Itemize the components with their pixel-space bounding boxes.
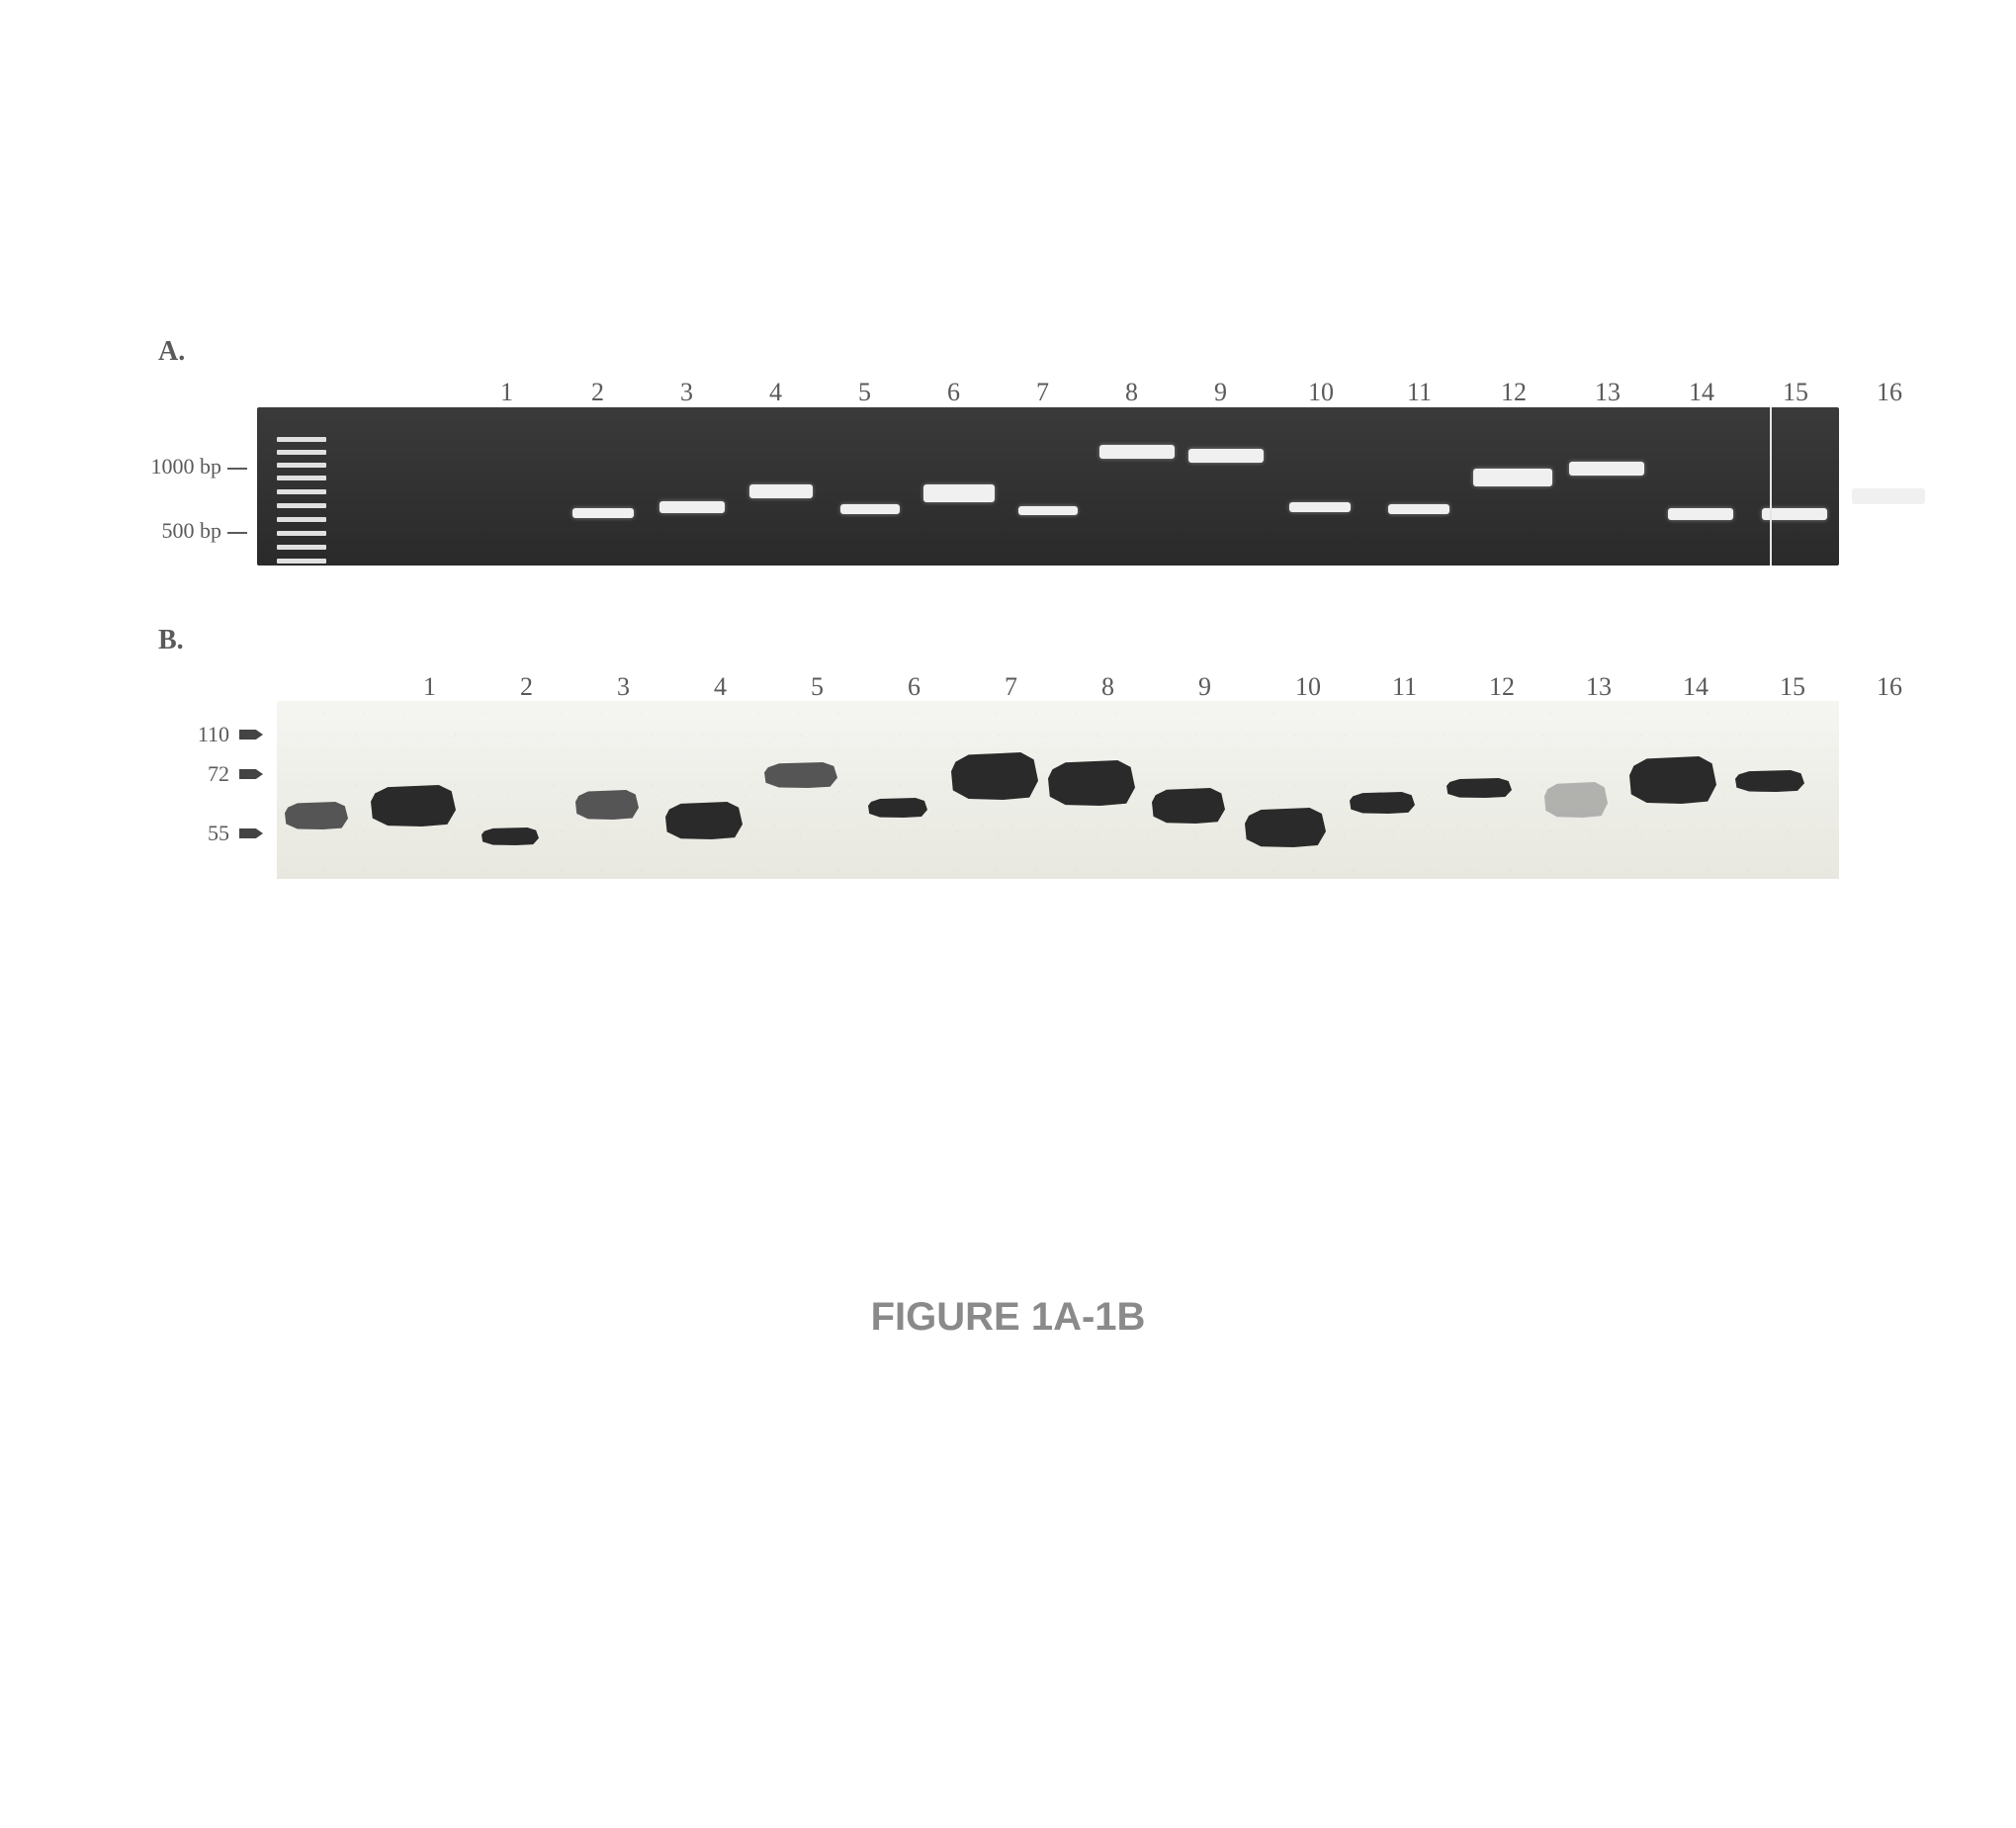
blot-band [764,762,837,788]
gel-band [1099,445,1175,459]
gel-band [659,501,725,513]
gel-band [1569,462,1644,476]
blot-band [1245,808,1326,847]
panel-a-gel [257,407,1839,566]
lane-number: 1 [500,378,513,407]
lane-number: 9 [1214,378,1227,407]
mw-marker-label: 72 [170,761,229,787]
gel-band [923,484,995,502]
figure-title: FIGURE 1A-1B [0,1295,2016,1340]
ladder-band [277,437,326,442]
panel-a-label: A. [158,336,1859,368]
blot-band [575,790,639,820]
dna-ladder [277,422,326,551]
marker-tick-icon [239,828,263,838]
lane-number: 14 [1689,378,1714,407]
lane-number: 7 [1036,378,1049,407]
lane-number: 8 [1101,672,1114,702]
blot-band [1735,770,1804,792]
ladder-band [277,517,326,522]
gel-band [1018,506,1078,515]
blot-band [1152,788,1225,824]
blot-band [371,785,456,827]
gel-band [840,504,900,514]
marker-tick-icon [239,769,263,779]
lane-number: 12 [1501,378,1527,407]
lane-number: 13 [1586,672,1612,702]
blot-band [868,798,927,818]
lane-number: 2 [591,378,604,407]
ladder-band [277,463,326,468]
lane-number: 15 [1783,378,1808,407]
blot-band [285,802,348,829]
gel-band [1289,502,1351,512]
blot-band [1350,792,1415,814]
marker-tick-icon [239,730,263,740]
gel-separator [1770,407,1772,566]
gel-band [1852,488,1925,504]
ladder-band [277,450,326,455]
gel-band [1188,449,1264,463]
gel-band [1473,469,1552,486]
blot-band [1048,760,1135,806]
panel-b-label: B. [158,625,1859,656]
lane-number: 10 [1308,378,1334,407]
lane-number: 3 [617,672,630,702]
lane-number: 1 [423,672,436,702]
panel-b: B. 12345678910111213141516 1107255 [158,625,1859,879]
mw-marker-label: 110 [170,722,229,747]
mw-marker-label: 55 [170,821,229,846]
gel-band [572,508,634,518]
ladder-band [277,489,326,494]
lane-number: 11 [1392,672,1417,702]
lane-number: 7 [1005,672,1017,702]
blot-band [1629,756,1716,804]
lane-number: 6 [947,378,960,407]
lane-number: 4 [769,378,782,407]
lane-number: 15 [1780,672,1805,702]
ladder-band [277,559,326,564]
lane-number: 16 [1877,378,1902,407]
ladder-band [277,531,326,536]
ladder-band [277,545,326,550]
lane-number: 6 [908,672,920,702]
blot-band [951,752,1038,800]
lane-number: 2 [520,672,533,702]
lane-number: 14 [1683,672,1709,702]
lane-number: 3 [680,378,693,407]
lane-number: 13 [1595,378,1621,407]
lane-number: 4 [714,672,727,702]
ladder-band [277,503,326,508]
blot-band [482,827,539,845]
lane-number: 11 [1407,378,1432,407]
lane-number: 12 [1489,672,1515,702]
ladder-band [277,476,326,480]
gel-band [1668,508,1733,520]
blot-band [1446,778,1512,798]
lane-number: 8 [1125,378,1138,407]
lane-number: 10 [1295,672,1321,702]
blot-band [1544,782,1608,818]
gel-band [749,484,813,498]
lane-number: 16 [1877,672,1902,702]
lane-number: 5 [858,378,871,407]
panel-b-blot [277,701,1839,879]
lane-number: 5 [811,672,824,702]
panel-a: A. 12345678910111213141516 1000 bp500 bp [158,336,1859,566]
size-marker-label: 1000 bp [148,454,247,479]
figure-container: A. 12345678910111213141516 1000 bp500 bp… [158,336,1859,879]
gel-band [1388,504,1449,514]
lane-number: 9 [1198,672,1211,702]
blot-band [665,802,743,839]
size-marker-label: 500 bp [148,518,247,544]
